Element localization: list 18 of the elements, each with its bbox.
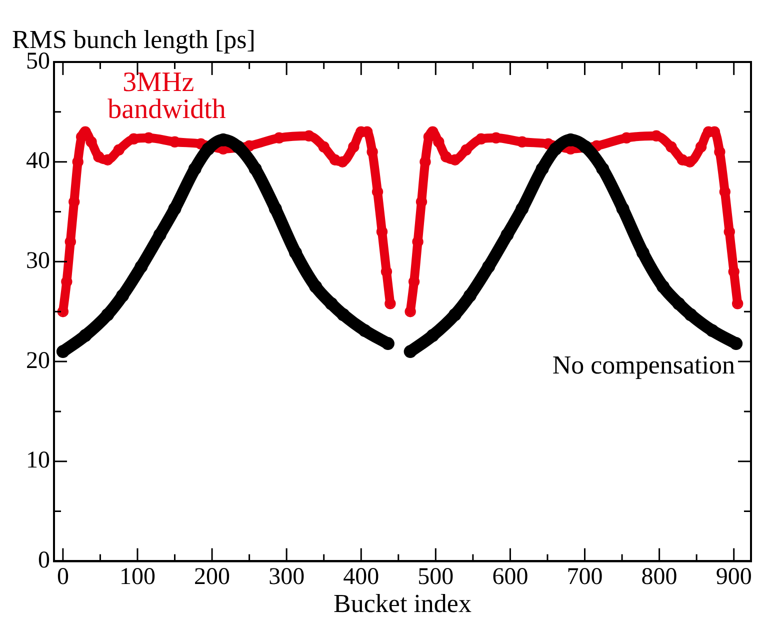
y-tick-label: 30 [26, 248, 50, 274]
x-tick-label: 100 [119, 564, 156, 590]
x-tick-label: 200 [194, 564, 230, 590]
x-axis-title: Bucket index [334, 588, 472, 618]
x-tick-label: 400 [343, 564, 380, 590]
x-tick-label: 700 [566, 564, 603, 590]
x-tick-label: 500 [418, 564, 454, 590]
x-tick-label: 600 [492, 564, 528, 590]
annotation: No compensation [552, 350, 735, 380]
y-tick-label: 0 [38, 547, 50, 574]
annotation: 3MHz bandwidth [108, 66, 226, 125]
x-tick-label: 300 [268, 564, 305, 590]
y-tick-label: 40 [26, 148, 50, 174]
y-tick-label: 20 [26, 348, 50, 374]
y-tick-label: 10 [26, 448, 50, 474]
x-tick-label: 900 [716, 564, 752, 590]
x-tick-label: 800 [641, 564, 678, 590]
x-tick-label: 0 [56, 564, 69, 590]
